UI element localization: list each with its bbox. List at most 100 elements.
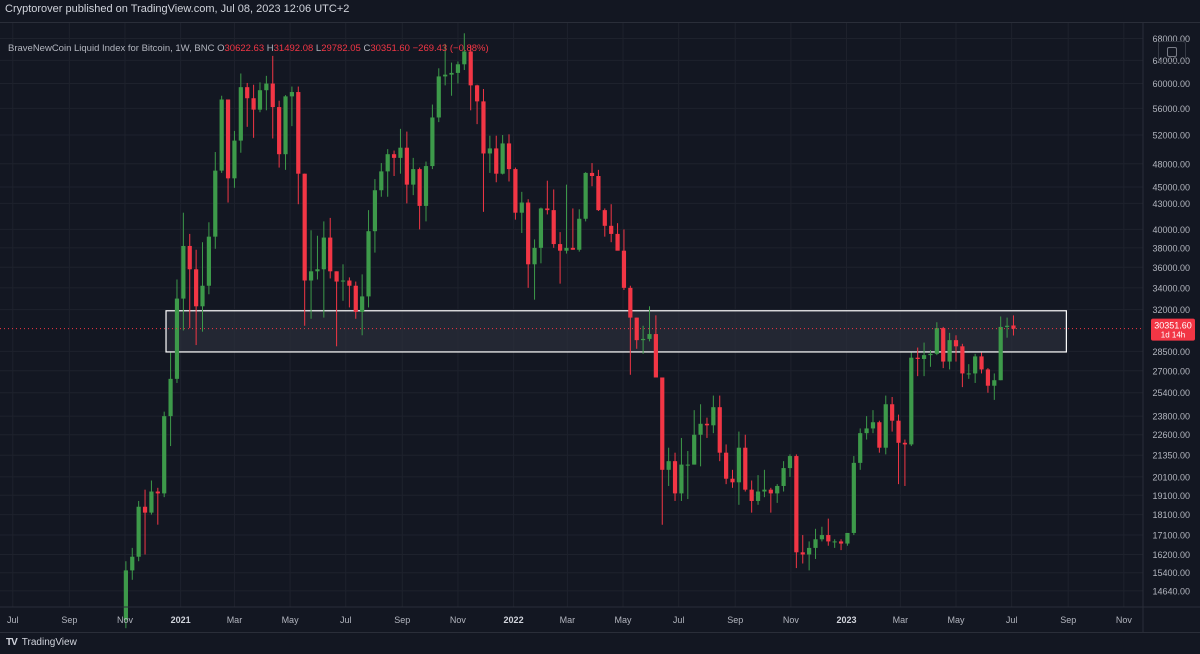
candle-body [149,491,154,513]
candle-body [589,172,595,177]
candle-body [455,64,461,73]
x-tick-label: Nov [450,615,467,625]
candle-body [181,245,186,299]
symbol-title: BraveNewCoin Liquid Index for Bitcoin, 1… [8,43,215,54]
open-value: 30622.63 [224,43,265,54]
candle-body [998,326,1003,381]
candle-body [270,83,275,108]
candle-body [564,247,569,251]
candle-body [443,74,448,77]
candle-body [730,478,735,483]
y-tick-label: 40000.00 [1152,225,1190,235]
candle-body [896,420,901,443]
publish-header: Cryptorover published on TradingView.com… [0,0,1200,22]
low-value: 29782.05 [321,43,361,54]
x-tick-label: Nov [783,615,800,625]
candle-body [934,328,939,354]
open-label: O [217,43,225,54]
tradingview-logo[interactable]: TV TradingView [6,637,77,648]
candle-body [615,233,620,251]
y-tick-label: 15400.00 [1152,568,1190,578]
candle-body [379,171,384,191]
candle-body [877,422,882,448]
candle-body [353,285,358,312]
candle-body [800,552,805,555]
candle-body [985,369,991,386]
y-tick-label: 68000.00 [1152,34,1190,44]
x-tick-label: Jul [340,615,352,625]
price-chart[interactable]: 14640.00 15400.00 16200.00 17100.00 18100.00… [0,23,1200,633]
candle-body [366,231,371,297]
candle-body [481,101,486,154]
candle-body [487,148,492,154]
candle-body [225,99,231,179]
candle-body [577,218,582,250]
candle-body [755,491,761,501]
candle-body [296,92,301,174]
candle-body [647,334,652,339]
candle-body [826,535,831,542]
candle-body [321,237,326,270]
candle-body [858,433,863,463]
close-value: 30351.60 [370,43,410,54]
y-tick-label: 28500.00 [1152,347,1190,357]
candle-body [538,208,544,248]
candle-body [679,464,684,494]
y-tick-label: 25400.00 [1152,388,1190,398]
candle-body [717,407,722,453]
change-value: −269.43 (−0.88%) [412,43,489,54]
last-price-label: 30351.60 [1154,321,1192,331]
candle-body [953,340,959,347]
candle-body [596,176,601,211]
candle-body [468,51,473,86]
close-label: C [363,43,371,54]
y-tick-label: 32000.00 [1152,305,1190,315]
candle-body [519,202,524,213]
candle-body [283,96,288,155]
candle-body [973,356,978,374]
candle-body [883,404,888,448]
candle-body [832,541,837,543]
candle-body [966,373,971,375]
candle-body [411,169,416,185]
candle-body [609,225,614,234]
candle-body [557,244,563,251]
candle-body [838,541,844,544]
y-tick-label: 17100.00 [1152,531,1190,541]
candle-body [711,407,716,426]
tradingview-icon: TV [6,637,18,648]
candle-body [526,202,531,265]
candle-body [947,340,952,362]
candle-body [340,280,346,282]
candle-body [430,117,435,167]
candle-body [768,489,773,494]
candle-body [302,173,307,281]
candle-body [277,107,282,155]
candle-body [1004,325,1010,327]
x-tick-label: Nov [1116,615,1133,625]
candle-body [289,92,295,97]
candle-body [819,535,825,540]
candle-body [232,140,237,179]
snapshot-icon[interactable] [1158,41,1186,63]
y-tick-label: 23800.00 [1152,412,1190,422]
x-tick-label: Mar [893,615,909,625]
candle-body [398,147,403,158]
candle-body [813,539,818,548]
candle-body [692,434,697,465]
x-tick-label: 2021 [171,615,191,625]
candle-body [462,51,467,65]
candle-body [347,280,352,286]
candle-body [960,346,965,374]
candle-body [851,462,856,533]
chart-area[interactable]: 14640.00 15400.00 16200.00 17100.00 18100.00… [0,22,1200,633]
candle-body [653,334,658,378]
x-tick-label: Mar [227,615,243,625]
candle-body [130,556,135,571]
candle-body [794,456,799,553]
y-tick-label: 34000.00 [1152,283,1190,293]
x-tick-label: Nov [117,615,134,625]
candle-body [909,357,914,445]
candle-body [251,98,256,110]
x-tick-label: 2023 [837,615,857,625]
